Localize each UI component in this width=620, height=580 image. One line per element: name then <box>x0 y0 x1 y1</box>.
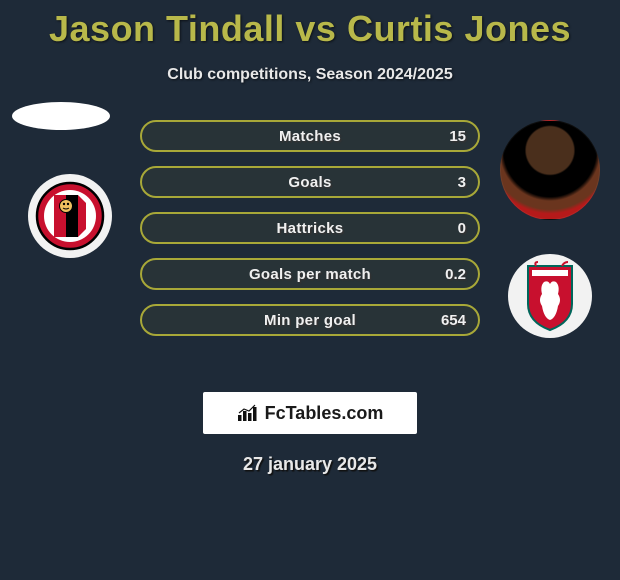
brand-badge: FcTables.com <box>203 392 417 434</box>
stat-label: Min per goal <box>142 312 478 329</box>
stat-value-right: 0.2 <box>445 266 466 283</box>
player-left-avatar <box>12 102 110 130</box>
brand-text: FcTables.com <box>265 403 384 424</box>
bournemouth-icon <box>35 181 105 251</box>
stat-label: Goals per match <box>142 266 478 283</box>
club-left-badge <box>28 174 112 258</box>
stat-bar-mpg: Min per goal 654 <box>140 304 480 336</box>
stat-label: Matches <box>142 128 478 145</box>
page-title: Jason Tindall vs Curtis Jones <box>0 0 620 50</box>
stat-value-right: 15 <box>449 128 466 145</box>
stat-value-right: 0 <box>458 220 466 237</box>
stat-label: Goals <box>142 174 478 191</box>
snapshot-date: 27 january 2025 <box>0 454 620 475</box>
player-right-avatar <box>500 120 600 220</box>
stat-value-right: 654 <box>441 312 466 329</box>
club-right-badge <box>508 254 592 338</box>
stat-bar-hattricks: Hattricks 0 <box>140 212 480 244</box>
stat-label: Hattricks <box>142 220 478 237</box>
stat-bar-gpm: Goals per match 0.2 <box>140 258 480 290</box>
stat-value-right: 3 <box>458 174 466 191</box>
liverpool-icon <box>518 260 582 332</box>
stat-bars: Matches 15 Goals 3 Hattricks 0 Goals per… <box>140 120 480 350</box>
comparison-content: Matches 15 Goals 3 Hattricks 0 Goals per… <box>0 112 620 372</box>
bars-icon <box>237 404 259 422</box>
stat-bar-matches: Matches 15 <box>140 120 480 152</box>
page-subtitle: Club competitions, Season 2024/2025 <box>0 66 620 84</box>
stat-bar-goals: Goals 3 <box>140 166 480 198</box>
